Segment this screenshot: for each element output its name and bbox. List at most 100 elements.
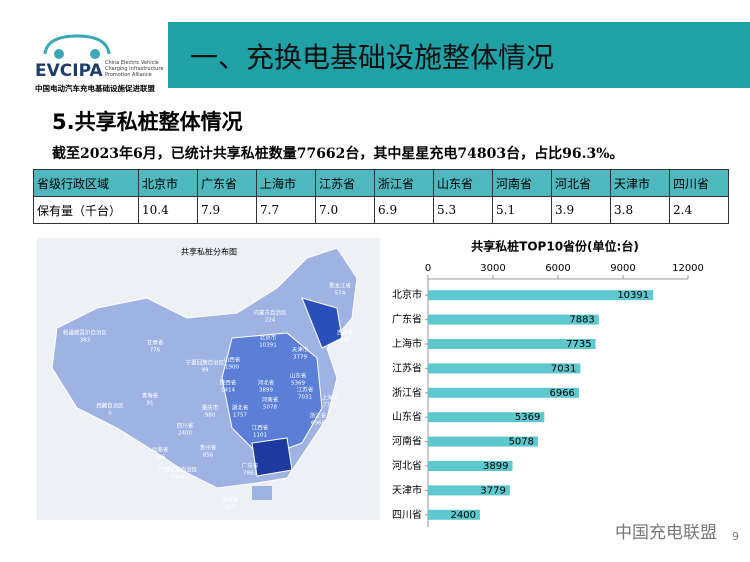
bar [428, 363, 581, 374]
map-region-value: 2400 [178, 431, 192, 437]
table-cell: 2.4 [669, 196, 729, 224]
map-region-name: 山西省 [224, 356, 241, 364]
table-cell: 河南省 [492, 169, 552, 197]
map-title: 共享私桩分布图 [181, 247, 237, 257]
value-label: 5369 [515, 412, 540, 423]
map-region-value: 224 [265, 318, 276, 324]
map-region-name: 上海市 [322, 394, 339, 402]
table-cell: 北京市 [138, 169, 198, 197]
value-label: 3899 [483, 461, 508, 472]
bar [428, 436, 539, 447]
bar [428, 314, 599, 325]
table-cell: 四川省 [669, 169, 729, 197]
table-cell: 广东省 [197, 169, 257, 197]
y-tick-label: 四川省 [392, 508, 422, 521]
x-tick-label: 6000 [545, 263, 570, 274]
map-region-name: 吉林省 [337, 329, 354, 337]
table-cell: 浙江省 [374, 169, 434, 197]
y-tick-label: 北京市 [392, 288, 422, 301]
table-cell: 3.9 [551, 196, 611, 224]
map-region-value: 3779 [293, 355, 307, 361]
map-region-name: 贵州省 [200, 444, 217, 452]
map-region-name: 海南省 [222, 496, 239, 504]
bar [428, 339, 596, 349]
map-region-name: 北京市 [260, 334, 277, 342]
map-region-value: 1414 [221, 388, 235, 394]
map-region-name: 广东省 [242, 462, 259, 470]
table-cell: 保有量（千台） [33, 196, 139, 224]
map-region-value: 6966 [311, 421, 325, 427]
table-cell: 山东省 [433, 169, 493, 197]
map-region-value: 786 [155, 455, 166, 461]
x-tick-label: 0 [425, 263, 431, 274]
map-south [251, 437, 293, 477]
map-region-value: 99 [202, 368, 209, 374]
map-northeast [301, 297, 343, 349]
bar [428, 387, 579, 398]
map-region-name: 四川省 [177, 422, 194, 430]
map-region-name: 内蒙古自治区 [253, 309, 287, 317]
map-region-name: 陕西省 [220, 379, 237, 387]
map-region-name: 黑龙江省 [329, 282, 352, 290]
table-cell: 5.1 [492, 196, 552, 224]
map-region-name: 江西省 [252, 424, 269, 432]
y-tick-label: 浙江省 [392, 386, 422, 399]
table-cell: 10.4 [138, 196, 198, 224]
map-region-name: 河南省 [262, 396, 279, 404]
chart-title: 共享私桩TOP10省份(单位:台) [471, 239, 639, 254]
y-tick-label: 河南省 [392, 435, 422, 448]
map-region-value: 7883 [243, 471, 257, 477]
value-label: 7883 [569, 315, 594, 326]
chart: 共享私桩TOP10省份(单位:台) 0 3000 6000 9000 12000 北京市 10… [392, 239, 704, 527]
table-cell: 3.8 [610, 196, 670, 224]
value-label: 3779 [480, 485, 505, 496]
map-region-name: 浙江省 [310, 412, 327, 420]
bar [428, 461, 513, 471]
map-region-name: 宁夏回族自治区 [186, 359, 225, 367]
map-region-name: 山东省 [290, 372, 307, 380]
map-east [221, 332, 323, 459]
page-number: 9 [732, 530, 739, 543]
map-region-value: 186 [340, 338, 351, 344]
x-tick-label: 3000 [480, 263, 505, 274]
map-region-value: 829 [225, 505, 236, 511]
logo-text: EVCIPA [35, 61, 103, 81]
y-tick-label: 江苏省 [392, 361, 422, 374]
x-tick-label: 9000 [610, 263, 635, 274]
value-label: 5078 [509, 437, 534, 448]
title: 一、充换电基础设施整体情况 [190, 41, 555, 74]
table-cell: 6.9 [374, 196, 434, 224]
logo-box: EVCIPA China Electric Vehicle Charging I… [35, 28, 165, 98]
map-region-value: 1757 [233, 413, 247, 419]
table-cell: 天津市 [610, 169, 670, 197]
map-region-value: 1404 [171, 475, 185, 481]
map-hainan [252, 486, 272, 500]
table-cell: 7.0 [315, 196, 375, 224]
y-tick-label: 上海市 [392, 337, 422, 350]
map-region-value: 7031 [298, 395, 312, 401]
map-region-name: 广西壮族自治区 [159, 466, 198, 474]
map-region-name: 甘肃省 [147, 339, 164, 347]
map-region-value: 10391 [259, 343, 277, 349]
map-region-name: 重庆市 [202, 404, 219, 412]
map-region-name: 新疆维吾尔自治区 [63, 329, 108, 337]
y-tick-label: 河北省 [392, 459, 422, 472]
table-row: 省级行政区域 北京市 广东省 上海市 江苏省 浙江省 山东省 河南省 河北省 天津市 四川省 [33, 169, 729, 197]
map-region-value: 1101 [253, 433, 267, 439]
map-region-value: 3899 [259, 388, 273, 394]
title-bar: 一、充换电基础设施整体情况 [168, 22, 750, 88]
map-region-name: 湖北省 [232, 404, 249, 412]
table-cell: 7.9 [197, 196, 257, 224]
value-label: 7735 [566, 339, 591, 350]
value-label: 6966 [549, 388, 574, 399]
map-region-value: 856 [203, 453, 214, 459]
y-tick-label: 山东省 [392, 410, 422, 423]
map-region-name: 天津市 [292, 346, 309, 354]
map-region-value: 574 [335, 291, 346, 297]
map-region-name: 河北省 [258, 379, 275, 387]
summary: 截至2023年6月，已统计共享私桩数量77662台，其中星星充电74803台，占… [52, 146, 624, 162]
table: 省级行政区域 北京市 广东省 上海市 江苏省 浙江省 山东省 河南省 河北省 天津市 四川省 保有量（… [33, 169, 729, 224]
map-region-value: 1900 [225, 365, 239, 371]
